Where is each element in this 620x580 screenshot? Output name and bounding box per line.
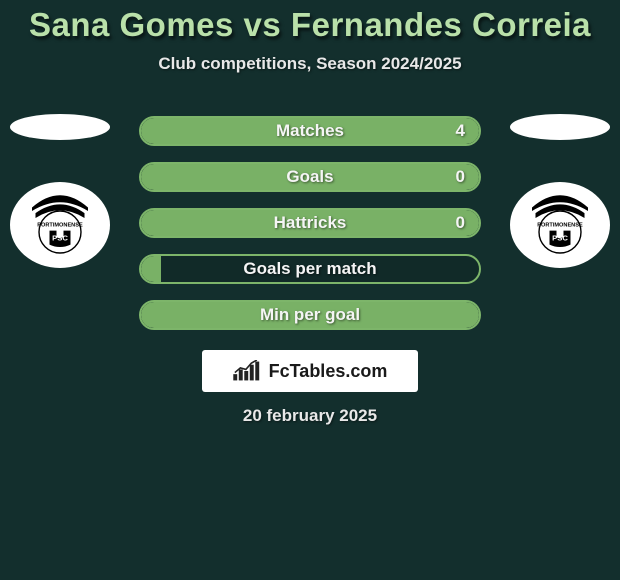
stat-bar-matches: Matches 4 (139, 116, 481, 146)
stat-label: Min per goal (141, 305, 479, 325)
stat-bar-min-per-goal: Min per goal (139, 300, 481, 330)
stat-bar-goals: Goals 0 (139, 162, 481, 192)
svg-text:PORTIMONENSE: PORTIMONENSE (37, 222, 83, 228)
portimonense-crest-icon: PORTIMONENSE PSC (525, 190, 595, 260)
stat-bar-hattricks: Hattricks 0 (139, 208, 481, 238)
svg-text:PSC: PSC (52, 233, 68, 242)
branding-badge: FcTables.com (202, 350, 418, 392)
stat-right-value: 0 (456, 213, 465, 233)
left-player-column: PORTIMONENSE PSC (10, 116, 110, 268)
left-player-flag (10, 114, 110, 140)
stat-label: Hattricks (141, 213, 479, 233)
subtitle: Club competitions, Season 2024/2025 (0, 54, 620, 74)
stat-bars: Matches 4 Goals 0 Hattricks 0 Goals per … (139, 116, 481, 330)
branding-text: FcTables.com (269, 361, 388, 382)
left-player-crest: PORTIMONENSE PSC (10, 182, 110, 268)
bar-chart-icon (233, 360, 265, 382)
stat-label: Matches (141, 121, 479, 141)
page-title: Sana Gomes vs Fernandes Correia (0, 0, 620, 44)
svg-text:PORTIMONENSE: PORTIMONENSE (537, 222, 583, 228)
svg-text:PSC: PSC (552, 233, 568, 242)
right-player-flag (510, 114, 610, 140)
stat-label: Goals (141, 167, 479, 187)
right-player-crest: PORTIMONENSE PSC (510, 182, 610, 268)
right-player-column: PORTIMONENSE PSC (510, 116, 610, 268)
stat-bar-goals-per-match: Goals per match (139, 254, 481, 284)
comparison-panel: PORTIMONENSE PSC PORTIMONENSE PSC Matche… (0, 116, 620, 426)
portimonense-crest-icon: PORTIMONENSE PSC (25, 190, 95, 260)
stat-right-value: 0 (456, 167, 465, 187)
stat-right-value: 4 (456, 121, 465, 141)
stat-label: Goals per match (141, 259, 479, 279)
date-text: 20 february 2025 (0, 406, 620, 426)
